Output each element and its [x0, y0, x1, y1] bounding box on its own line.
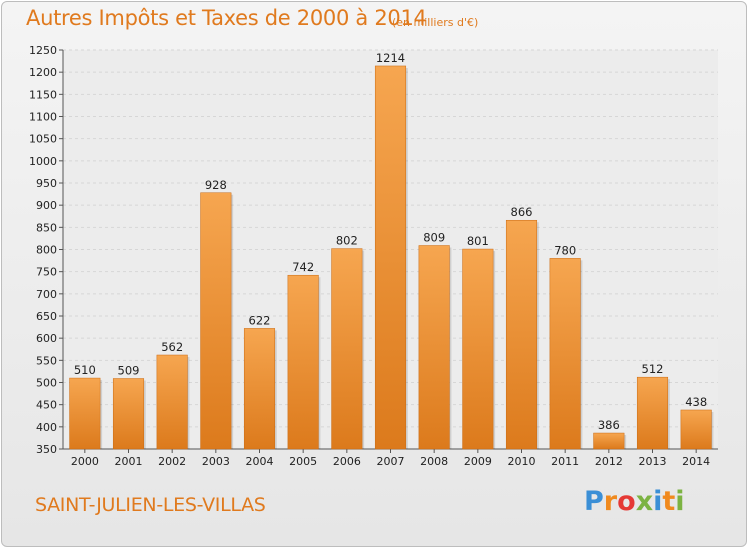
bar-2007 [374, 65, 407, 450]
bar-2002 [156, 354, 188, 450]
logo-letter: x [635, 486, 654, 517]
value-label: 801 [467, 234, 489, 248]
value-label: 562 [161, 340, 183, 354]
bar-2003 [200, 192, 232, 450]
bar-2006 [331, 248, 363, 450]
y-tick-label: 750 [36, 266, 57, 279]
value-label: 780 [554, 243, 576, 257]
x-tick-labels: 2000 2001 2002 2003 2004 2005 2006 2007 2008 2009… [71, 455, 710, 468]
y-tick-label: 1100 [29, 111, 57, 124]
x-tick-label: 2014 [682, 455, 710, 468]
y-tick-label: 1150 [29, 88, 57, 101]
bar-2004 [243, 328, 276, 450]
value-label: 742 [292, 260, 314, 274]
value-label: 512 [642, 362, 664, 376]
value-label: 438 [685, 395, 707, 409]
x-tick-label: 2011 [551, 455, 579, 468]
x-tick-label: 2007 [377, 455, 405, 468]
x-tick-label: 2004 [246, 455, 274, 468]
y-tick-label: 550 [36, 354, 57, 367]
bar-2014 [680, 409, 712, 450]
y-tick-label: 950 [36, 177, 57, 190]
value-label: 928 [205, 178, 227, 192]
bar-2011 [549, 258, 581, 450]
logo-letter: i [653, 486, 663, 517]
chart-title: Autres Impôts et Taxes de 2000 à 2014 [26, 6, 427, 30]
value-labels: 510 509 562 928 622 742 802 1214 809 801 866 780 386… [74, 51, 707, 432]
value-label: 622 [249, 313, 271, 327]
x-tick-label: 2006 [333, 455, 361, 468]
y-tick-label: 1000 [29, 155, 57, 168]
bars [69, 65, 714, 450]
commune-name: SAINT-JULIEN-LES-VILLAS [35, 494, 266, 516]
y-tick-label: 400 [36, 421, 57, 434]
value-label: 386 [598, 418, 620, 432]
y-tick-label: 850 [36, 221, 57, 234]
value-label: 1214 [376, 51, 405, 65]
chart-subtitle: (en milliers d'€) [392, 16, 479, 29]
x-tick-label: 2003 [202, 455, 230, 468]
y-tick-label: 900 [36, 199, 57, 212]
x-tick-label: 2012 [595, 455, 623, 468]
y-tick-label: 650 [36, 310, 57, 323]
x-tick-label: 2001 [115, 455, 143, 468]
x-tick-label: 2002 [158, 455, 186, 468]
proxiti-logo[interactable]: Proxiti [584, 486, 685, 517]
logo-letter: i [675, 486, 685, 517]
logo-letter: o [617, 486, 636, 517]
x-tick-label: 2010 [508, 455, 536, 468]
value-label: 809 [423, 231, 445, 245]
y-tick-label: 1250 [29, 44, 57, 57]
y-tick-label: 450 [36, 399, 57, 412]
y-tick-labels: 350 400 450 500 550 600 650 700 750 800 850 900 950 1… [29, 44, 57, 456]
x-tick-label: 2008 [420, 455, 448, 468]
x-tick-label: 2013 [639, 455, 667, 468]
logo-letter: r [603, 486, 618, 517]
logo-letter: P [584, 486, 604, 517]
y-tick-label: 1200 [29, 66, 57, 79]
bar-2008 [418, 245, 450, 450]
y-tick-label: 350 [36, 443, 57, 456]
x-tick-label: 2000 [71, 455, 99, 468]
bar-2010 [505, 219, 538, 450]
bar-2001 [112, 378, 145, 450]
value-label: 802 [336, 234, 358, 248]
y-tick-label: 600 [36, 332, 57, 345]
y-tick-label: 700 [36, 288, 57, 301]
bar-2005 [287, 274, 319, 450]
x-tick-label: 2005 [289, 455, 317, 468]
y-tick-label: 500 [36, 377, 57, 390]
x-tick-label: 2009 [464, 455, 492, 468]
y-tick-label: 800 [36, 244, 57, 257]
value-label: 509 [118, 364, 140, 378]
bar-2009 [462, 248, 494, 450]
value-label: 510 [74, 363, 96, 377]
bar-2013 [636, 376, 669, 450]
logo-letter: t [662, 486, 676, 517]
value-label: 866 [511, 205, 533, 219]
y-tick-label: 1050 [29, 133, 57, 146]
bar-2000 [69, 377, 101, 450]
bar-2012 [593, 432, 625, 450]
